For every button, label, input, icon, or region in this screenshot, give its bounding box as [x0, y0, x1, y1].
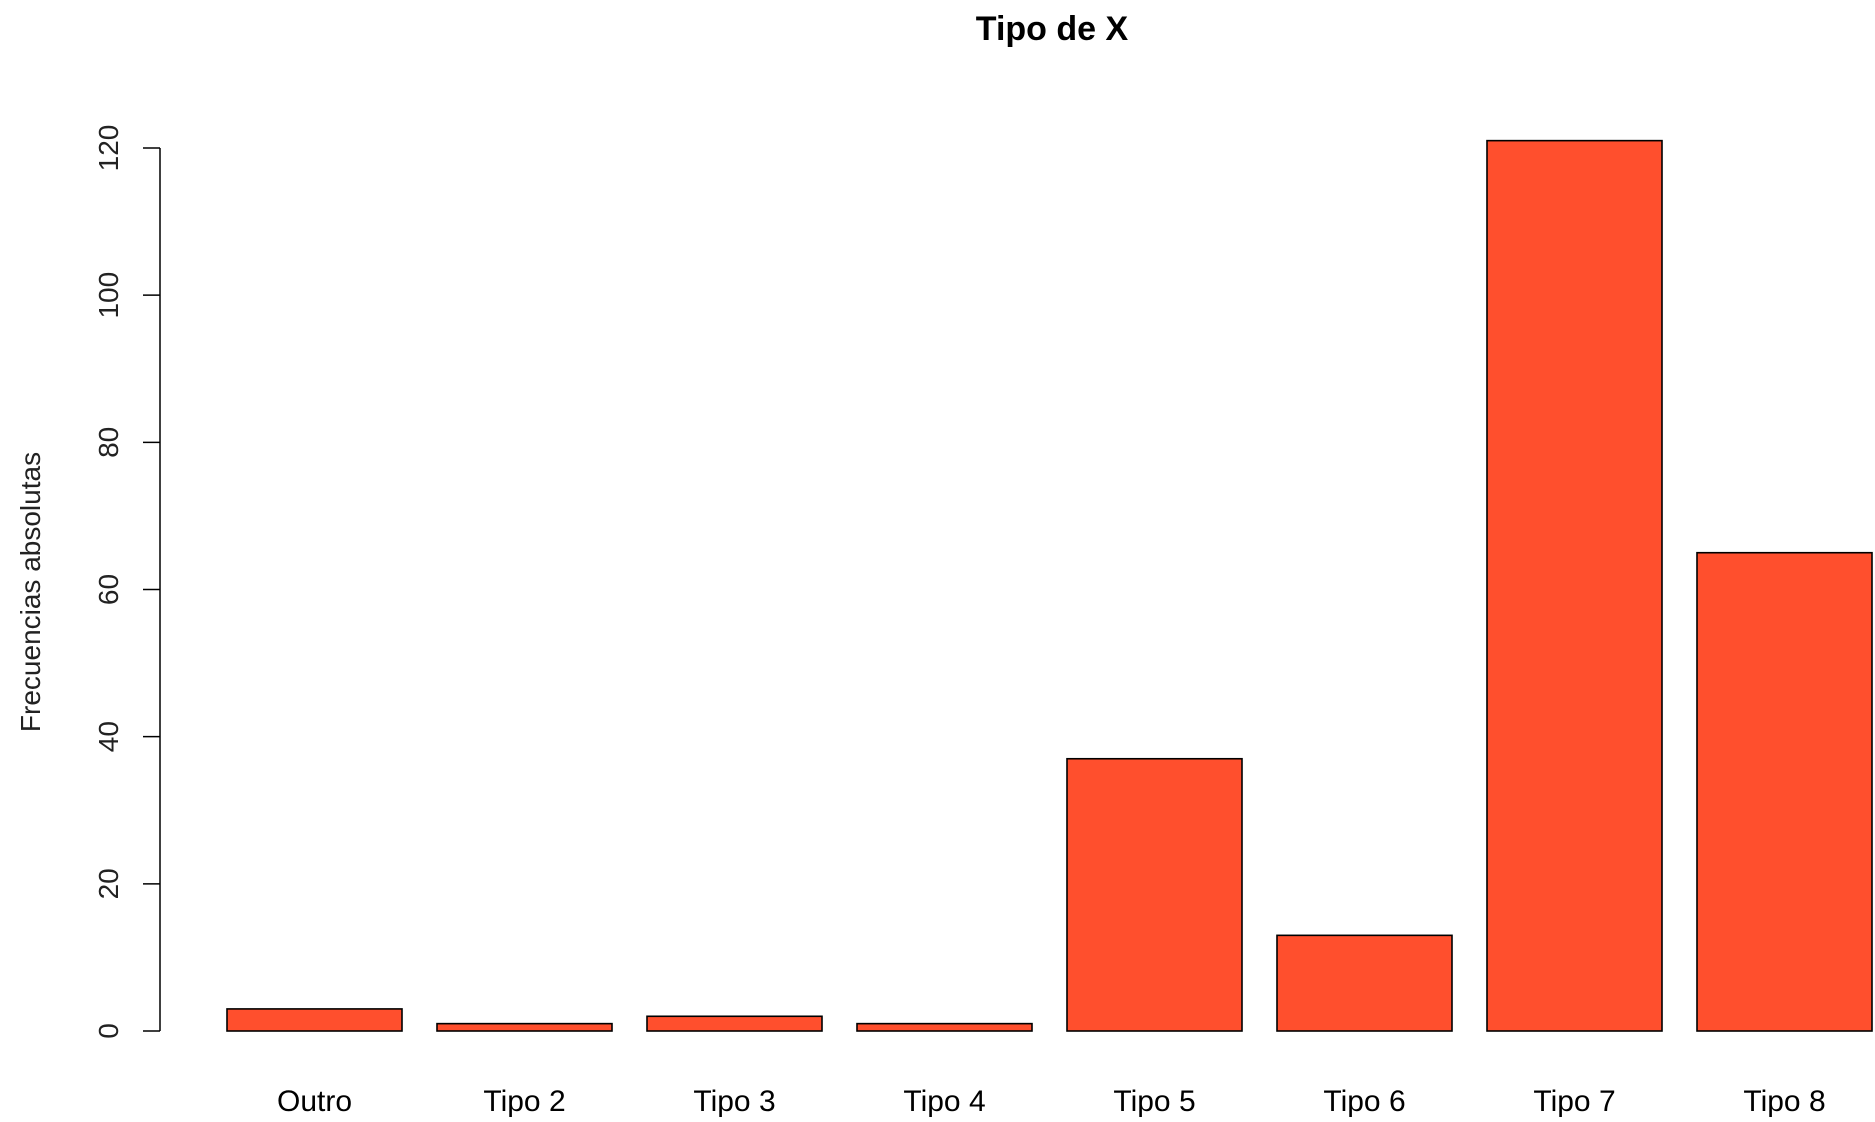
bars-group: [226, 139, 1873, 1032]
y-tick-label: 60: [93, 574, 124, 605]
y-tick-label: 20: [93, 868, 124, 899]
bar-tipo-4: [856, 1022, 1033, 1032]
bar-tipo-2: [436, 1022, 613, 1032]
x-category-label: Outro: [277, 1085, 352, 1118]
y-axis-label: Frecuencias absolutas: [15, 452, 46, 732]
chart-title: Tipo de X: [976, 10, 1129, 48]
y-tick-label: 0: [93, 1023, 124, 1039]
x-axis-labels: Outro Tipo 2 Tipo 3 Tipo 4 Tipo 5 Tipo 6 Tipo …: [277, 1085, 1826, 1118]
x-category-label: Tipo 4: [903, 1085, 985, 1118]
x-category-label: Tipo 8: [1743, 1085, 1825, 1118]
y-tick-label: 120: [93, 125, 124, 172]
x-category-label: Tipo 2: [483, 1085, 565, 1118]
y-tick-label: 80: [93, 427, 124, 458]
y-tick-label: 40: [93, 721, 124, 752]
x-category-label: Tipo 6: [1323, 1085, 1405, 1118]
x-category-label: Tipo 3: [693, 1085, 775, 1118]
y-axis: 0 20 40 60 80 100 120: [93, 125, 161, 1039]
bar-outro: [226, 1008, 403, 1032]
x-category-label: Tipo 7: [1533, 1085, 1615, 1118]
bar-tipo-3: [646, 1015, 823, 1032]
bar-tipo-7: [1486, 139, 1663, 1032]
y-tick-label: 100: [93, 272, 124, 319]
bar-tipo-5: [1066, 757, 1243, 1032]
bar-tipo-8: [1696, 551, 1873, 1032]
bar-tipo-6: [1276, 934, 1453, 1032]
x-category-label: Tipo 5: [1113, 1085, 1195, 1118]
